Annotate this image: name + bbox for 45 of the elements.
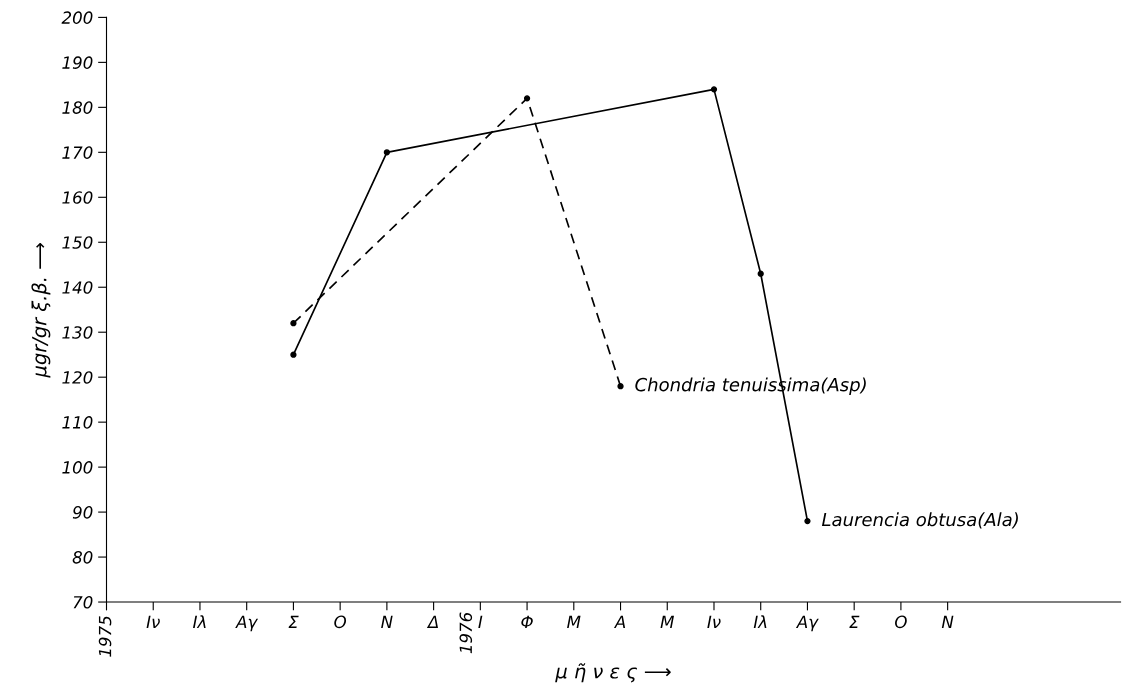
y-tick-label: 130	[62, 326, 93, 339]
x-tick-label: Ιν	[707, 615, 721, 628]
y-tick-label: 70	[73, 596, 93, 609]
point	[290, 351, 297, 358]
x-tick-label: Δ	[426, 615, 438, 628]
y-tick-label: 80	[72, 551, 93, 564]
x-tick-label: Μ	[567, 615, 581, 628]
y-tick-label: 190	[62, 56, 93, 69]
point	[617, 383, 624, 390]
y-tick-label: 200	[61, 11, 93, 24]
y-tick-label: 120	[62, 371, 93, 384]
x-tick-label: Ι	[478, 615, 483, 628]
x-tick-label: Ιλ	[193, 615, 206, 628]
x-tick-label: Αγ	[235, 615, 259, 632]
point	[290, 320, 297, 327]
x-tick-label: Ν	[381, 615, 393, 628]
x-tick-label: Φ	[521, 615, 533, 628]
x-tick-label: Ν	[941, 615, 954, 628]
y-axis-title: μgr/gr ξ.β. ⟶	[31, 242, 51, 378]
point	[804, 517, 811, 525]
x-tick-label: Ιν	[146, 615, 160, 628]
point	[757, 270, 764, 277]
x-tick-label: Ο	[895, 615, 907, 629]
x-tick-label: Ιλ	[753, 615, 767, 628]
y-tick-label: 180	[62, 101, 93, 114]
x-tick-label: Σ	[288, 615, 299, 628]
x-tick-label: Μ	[660, 615, 674, 628]
y-tick-label: 170	[62, 146, 93, 159]
y-tick-label: 90	[72, 506, 93, 519]
text: 1976	[459, 612, 473, 654]
x-tick-label: Σ	[849, 615, 860, 628]
y-tick-label: 150	[62, 236, 93, 249]
y-tick-label: 100	[62, 461, 93, 474]
point	[710, 86, 718, 93]
y-tick-label: 160	[62, 191, 93, 204]
y-tick-label: 110	[62, 416, 93, 429]
x-tick-label: Α	[613, 615, 626, 628]
x-tick-label: Ο	[334, 615, 347, 629]
x-tick-label: Αγ	[795, 615, 819, 632]
point	[383, 149, 391, 156]
x-axis-title: μ ῆ ν ε ς ⟶	[555, 663, 671, 683]
point	[523, 95, 531, 102]
x-tick-label: 1975	[98, 616, 112, 657]
y-tick-label: 140	[62, 281, 93, 294]
series-label: Laurencia obtusa(Ala)	[821, 512, 1018, 529]
